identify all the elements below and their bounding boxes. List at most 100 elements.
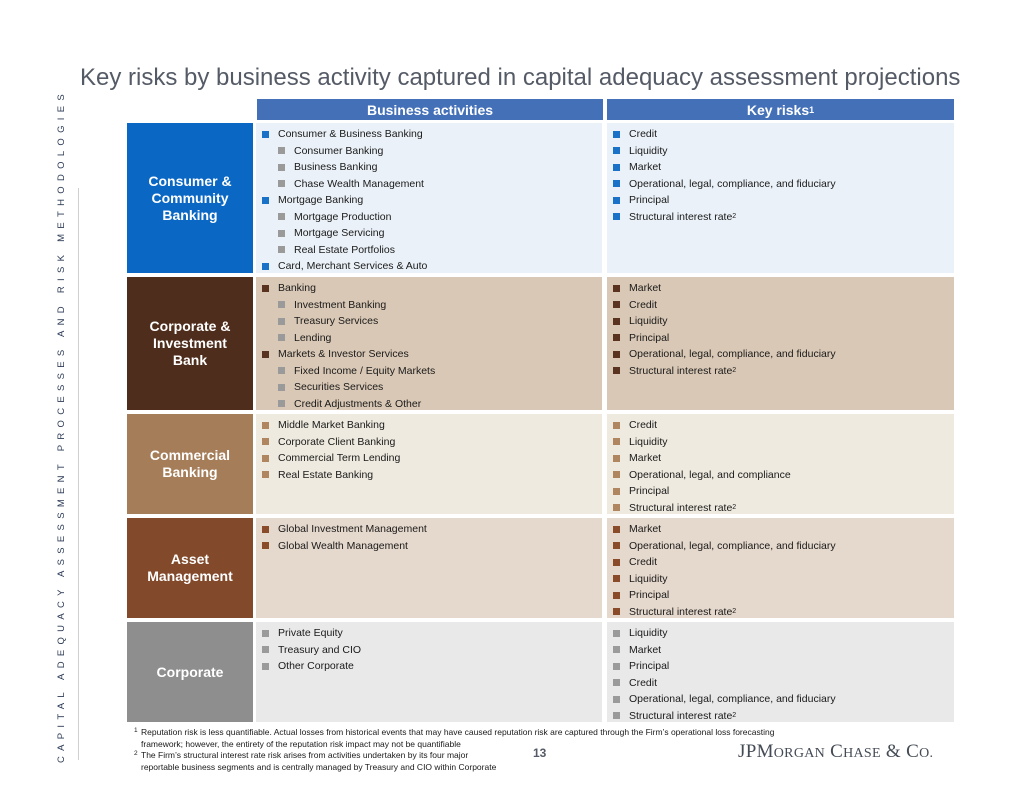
square-bullet-icon <box>278 163 285 171</box>
footnote: 1 Reputation risk is less quantifiable. … <box>134 727 834 750</box>
risk-item: Market <box>607 280 954 297</box>
segment-label-text: Corporate <box>156 663 224 680</box>
risk-item: Principal <box>607 192 954 209</box>
square-bullet-icon <box>613 629 620 637</box>
square-bullet-icon <box>613 487 620 495</box>
business-subitem: Business Banking <box>256 159 602 176</box>
key-risks-cell: Credit Liquidity Market Operational, legal,… <box>607 414 954 514</box>
square-bullet-icon <box>613 679 620 687</box>
item-text: Mortgage Banking <box>278 194 364 207</box>
risk-item: Principal <box>607 483 954 500</box>
square-bullet-icon <box>613 438 620 446</box>
item-text: Global Investment Management <box>278 523 427 536</box>
business-subitem: Treasury Services <box>256 313 602 330</box>
square-bullet-icon <box>278 301 285 309</box>
risk-item: Credit <box>607 126 954 143</box>
square-bullet-icon <box>613 575 620 583</box>
business-item: Private Equity <box>256 625 602 642</box>
item-text: Liquidity <box>629 144 668 157</box>
square-bullet-icon <box>613 147 620 155</box>
square-bullet-icon <box>262 454 269 462</box>
square-bullet-icon <box>278 334 285 342</box>
item-text: Liquidity <box>629 435 668 448</box>
item-text: Credit <box>629 419 658 432</box>
item-text: Mortgage Production <box>294 210 392 223</box>
side-divider <box>78 188 79 760</box>
business-item: Real Estate Banking <box>256 467 602 484</box>
square-bullet-icon <box>613 367 620 375</box>
square-bullet-icon <box>262 196 269 204</box>
item-text: Banking <box>278 282 316 295</box>
item-text: Principal <box>629 485 670 498</box>
business-subitem: Chase Wealth Management <box>256 176 602 193</box>
segment-label: Corporate <box>127 622 253 722</box>
square-bullet-icon <box>278 400 285 408</box>
square-bullet-icon <box>613 471 620 479</box>
item-text: Markets & Investor Services <box>278 348 409 361</box>
square-bullet-icon <box>613 130 620 138</box>
risk-item: Structural interest rate 2 <box>607 604 954 621</box>
square-bullet-icon <box>262 262 269 270</box>
square-bullet-icon <box>262 525 269 533</box>
item-text: Liquidity <box>629 315 668 328</box>
footnote-number: 2 <box>134 750 138 757</box>
item-text: Operational, legal, compliance, and fidu… <box>629 539 836 552</box>
segment-label-text: Corporate & Investment Bank <box>149 318 231 368</box>
item-text: Market <box>629 282 662 295</box>
risk-item: Operational, legal, compliance, and fidu… <box>607 691 954 708</box>
item-text: Mortgage Servicing <box>294 227 385 240</box>
footnote-number: 1 <box>134 727 138 734</box>
footnote: 2 The Firm’s structural interest rate ri… <box>134 750 834 773</box>
square-bullet-icon <box>613 542 620 550</box>
business-subitem: Investment Banking <box>256 297 602 314</box>
risk-item: Credit <box>607 417 954 434</box>
business-subitem: Consumer Banking <box>256 143 602 160</box>
risk-item: Operational, legal, compliance, and fidu… <box>607 538 954 555</box>
item-text: Business Banking <box>294 161 378 174</box>
square-bullet-icon <box>278 246 285 254</box>
item-text: Operational, legal, compliance, and fidu… <box>629 348 836 361</box>
risk-item: Credit <box>607 554 954 571</box>
segment-label: Consumer & Community Banking <box>127 123 253 273</box>
key-risks-header: Key risks 1 <box>607 99 954 120</box>
square-bullet-icon <box>613 695 620 703</box>
business-subitem: Lending <box>256 330 602 347</box>
risk-item: Liquidity <box>607 143 954 160</box>
square-bullet-icon <box>262 421 269 429</box>
square-bullet-icon <box>262 646 269 654</box>
risk-item: Structural interest rate 2 <box>607 708 954 725</box>
segment-label-text: Commercial Banking <box>149 447 231 480</box>
business-item: Markets & Investor Services <box>256 346 602 363</box>
risk-item: Market <box>607 521 954 538</box>
item-text: Investment Banking <box>294 298 387 311</box>
item-text: Liquidity <box>629 572 668 585</box>
footnote-line: framework; however, the entirety of the … <box>141 738 461 749</box>
item-text: Operational, legal, compliance, and fidu… <box>629 177 836 190</box>
business-item: Mortgage Banking <box>256 192 602 209</box>
item-text: Commercial Term Lending <box>278 452 401 465</box>
square-bullet-icon <box>613 350 620 358</box>
square-bullet-icon <box>278 317 285 325</box>
risk-item: Liquidity <box>607 571 954 588</box>
square-bullet-icon <box>613 558 620 566</box>
risk-item: Structural interest rate 2 <box>607 363 954 380</box>
square-bullet-icon <box>613 504 620 512</box>
item-text: Treasury Services <box>294 315 379 328</box>
company-logo: JPMORGAN CHASE & CO. <box>738 741 934 762</box>
side-section-label: CAPITAL ADEQUACY ASSESSMENT PROCESSES AN… <box>56 89 67 763</box>
square-bullet-icon <box>262 438 269 446</box>
item-text: Global Wealth Management <box>278 539 408 552</box>
business-activities-header: Business activities <box>257 99 603 120</box>
square-bullet-icon <box>278 383 285 391</box>
business-item: Global Wealth Management <box>256 538 602 555</box>
risk-item: Operational, legal, and compliance <box>607 467 954 484</box>
business-item: Other Corporate <box>256 658 602 675</box>
segment-label: Corporate & Investment Bank <box>127 277 253 410</box>
segment-row: Commercial Banking Middle Market Banking… <box>127 414 954 514</box>
business-subitem: Mortgage Servicing <box>256 225 602 242</box>
item-text: Securities Services <box>294 381 384 394</box>
item-text: Middle Market Banking <box>278 419 385 432</box>
item-text: Treasury and CIO <box>278 643 362 656</box>
square-bullet-icon <box>278 180 285 188</box>
business-activities-cell: Private Equity Treasury and CIO Other Corp… <box>256 622 602 722</box>
